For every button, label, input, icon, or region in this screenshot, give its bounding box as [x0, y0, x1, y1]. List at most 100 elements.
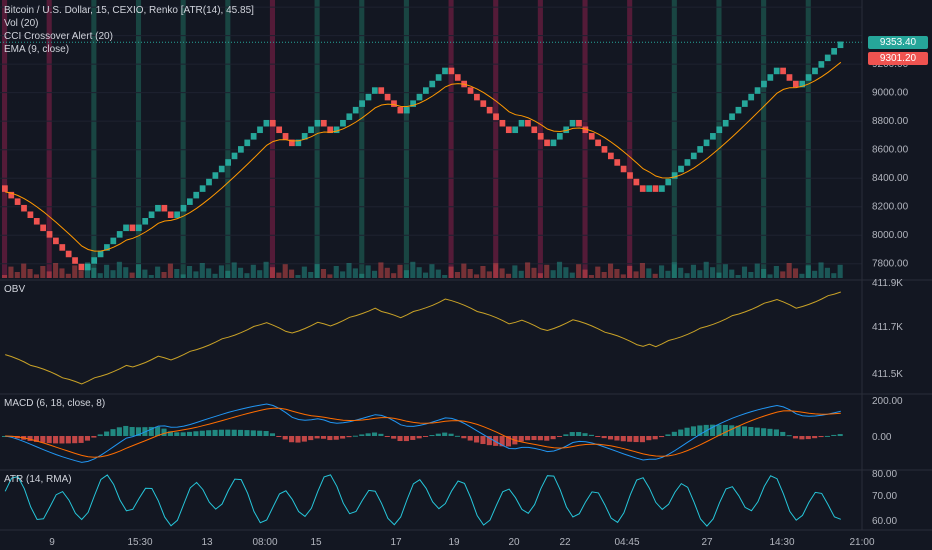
volume-bar — [754, 263, 760, 278]
macd-hist-bar — [346, 436, 352, 438]
volume-bar — [620, 274, 626, 278]
renko-brick — [550, 139, 557, 147]
renko-brick — [276, 126, 283, 134]
indicator-cci[interactable]: CCI Crossover Alert (20) — [4, 31, 113, 42]
renko-brick — [206, 178, 212, 186]
volume-bar — [722, 264, 728, 278]
volume-bar — [582, 269, 588, 278]
volume-bar — [59, 268, 65, 278]
renko-brick — [403, 106, 410, 114]
volume-bar — [748, 272, 754, 278]
volume-bar — [614, 269, 620, 278]
cci-band — [180, 0, 186, 278]
renko-brick — [556, 133, 563, 140]
volume-bar — [340, 271, 346, 278]
renko-brick — [257, 126, 263, 134]
macd-hist-bar — [595, 436, 601, 437]
renko-brick — [46, 231, 53, 238]
macd-hist-bar — [2, 436, 8, 437]
price-tick-label: 8000.00 — [872, 230, 909, 241]
renko-brick — [72, 257, 78, 264]
macd-hist-bar — [78, 436, 84, 443]
macd-hist-bar — [72, 436, 78, 444]
volume-bar — [263, 261, 269, 278]
volume-bar — [831, 273, 837, 278]
macd-hist-bar — [461, 436, 467, 439]
renko-brick — [531, 126, 538, 134]
macd-line — [5, 403, 841, 463]
renko-brick — [167, 211, 174, 219]
renko-brick — [741, 100, 748, 107]
renko-brick — [620, 165, 627, 173]
cci-band — [403, 0, 409, 278]
obv-tick-label: 411.9K — [872, 278, 903, 289]
macd-hist-bar — [97, 434, 103, 436]
volume-bar — [116, 261, 122, 278]
volume-bar — [652, 273, 658, 278]
macd-hist-bar — [263, 431, 269, 436]
volume-bar — [735, 275, 741, 278]
renko-brick — [148, 211, 155, 219]
obv-pane-title[interactable]: OBV — [4, 284, 26, 295]
macd-hist-bar — [135, 427, 142, 436]
atr-pane-title[interactable]: ATR (14, RMA) — [4, 474, 72, 485]
volume-bar — [499, 268, 505, 278]
renko-brick — [2, 185, 8, 192]
volume-bar — [180, 274, 186, 278]
volume-bar — [161, 272, 167, 278]
volume-bar — [21, 263, 27, 278]
volume-bar — [148, 275, 154, 278]
macd-hist-bar — [65, 436, 71, 444]
volume-bar — [429, 264, 435, 278]
macd-hist-bar — [250, 430, 256, 436]
volume-bar — [46, 271, 52, 278]
macd-pane-title[interactable]: MACD (6, 18, close, 8) — [4, 398, 106, 409]
renko-brick — [371, 87, 378, 94]
volume-bar — [729, 269, 735, 278]
macd-hist-bar — [295, 436, 301, 443]
volume-bar — [218, 265, 224, 278]
last-price-badge: 9353.40 — [868, 36, 928, 49]
volume-bar — [155, 266, 161, 278]
symbol-title[interactable]: Bitcoin / U.S. Dollar, 15, CEXIO, Renko … — [4, 5, 254, 16]
renko-brick — [359, 100, 365, 107]
volume-bar — [289, 269, 295, 278]
volume-bar — [397, 264, 403, 278]
cci-band — [135, 0, 142, 278]
volume-bar — [167, 263, 173, 278]
indicator-vol[interactable]: Vol (20) — [4, 18, 39, 29]
macd-hist-bar — [378, 433, 384, 436]
macd-hist-bar — [333, 436, 339, 440]
volume-bar — [767, 274, 773, 278]
macd-hist-bar — [633, 436, 639, 443]
cci-band — [91, 0, 97, 278]
volume-bar — [65, 273, 71, 278]
renko-brick — [123, 224, 129, 232]
volume-bar — [359, 273, 365, 278]
renko-brick — [397, 106, 404, 114]
macd-hist-bar — [212, 429, 218, 436]
volume-bar — [8, 266, 14, 278]
macd-hist-bar — [824, 435, 830, 437]
renko-brick — [607, 152, 614, 160]
volume-bar — [646, 268, 652, 278]
renko-brick — [474, 93, 480, 101]
macd-hist-bar — [218, 429, 224, 436]
volume-bar — [257, 270, 263, 278]
macd-hist-bar — [155, 426, 161, 436]
macd-hist-bar — [792, 436, 799, 439]
volume-bar — [33, 274, 39, 278]
macd-hist-bar — [639, 436, 645, 443]
volume-bar — [576, 264, 582, 278]
volume-bar — [537, 273, 543, 278]
volume-bar — [282, 264, 288, 278]
indicator-ema[interactable]: EMA (9, close) — [4, 44, 70, 55]
macd-hist-bar — [429, 435, 435, 437]
macd-hist-bar — [397, 436, 403, 442]
macd-hist-bar — [276, 436, 282, 437]
renko-brick — [289, 139, 295, 147]
volume-bar — [250, 264, 256, 278]
volume-bars — [2, 261, 843, 278]
macd-hist-bar — [129, 427, 135, 436]
